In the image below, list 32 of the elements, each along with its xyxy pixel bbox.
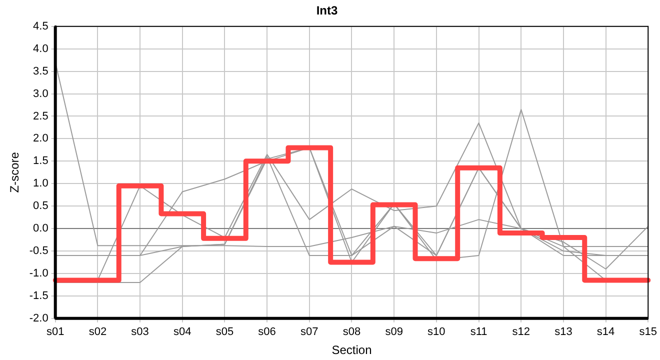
y-tick-label: 3.0 xyxy=(33,88,48,100)
x-tick-label: s02 xyxy=(88,326,107,338)
x-tick-label: s04 xyxy=(174,326,192,338)
x-axis-title: Section xyxy=(332,343,372,358)
y-tick-label: 3.5 xyxy=(33,65,48,78)
x-tick-label: s15 xyxy=(639,326,658,338)
y-tick-label: 1.5 xyxy=(33,155,48,168)
x-tick-label: s07 xyxy=(300,326,318,338)
y-tick-label: 2.5 xyxy=(33,110,48,122)
x-tick-label: s06 xyxy=(258,326,276,338)
x-tick-label: s13 xyxy=(554,326,572,338)
y-tick-label: -1.5 xyxy=(29,290,48,302)
y-tick-label: 1.0 xyxy=(33,178,48,190)
x-tick-label: s08 xyxy=(342,326,361,338)
x-tick-label: s11 xyxy=(470,326,488,338)
y-tick-label: 2.0 xyxy=(33,132,48,145)
x-tick-label: s05 xyxy=(216,326,234,338)
y-tick-label: -2.0 xyxy=(29,312,48,324)
x-tick-label: s12 xyxy=(512,326,530,338)
y-tick-label: 4.5 xyxy=(33,20,48,32)
chart-title: Int3 xyxy=(316,4,338,18)
x-tick-label: s09 xyxy=(385,326,403,338)
x-tick-label: s03 xyxy=(131,326,149,338)
x-tick-label: s14 xyxy=(596,326,615,338)
y-tick-label: 4.0 xyxy=(33,42,48,55)
y-tick-label: -1.0 xyxy=(29,268,48,280)
y-tick-label: -0.5 xyxy=(29,245,48,258)
x-tick-label: s10 xyxy=(428,326,446,338)
x-tick-label: s01 xyxy=(46,326,64,338)
y-axis-title: Z-score xyxy=(8,152,22,193)
y-tick-label: 0.5 xyxy=(33,200,48,212)
y-tick-label: 0.0 xyxy=(33,222,48,235)
